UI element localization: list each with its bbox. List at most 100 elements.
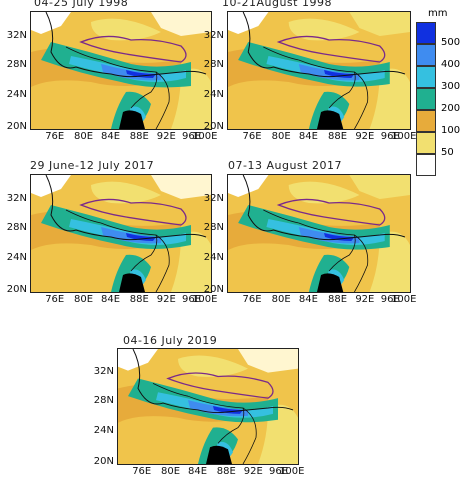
masked-region <box>316 110 344 129</box>
rainfall-map-p4 <box>227 174 411 293</box>
legend-label: 50 <box>441 147 454 158</box>
country-border <box>354 71 369 129</box>
plateau-zone <box>238 349 298 373</box>
lat-label-p5-28n: 28N <box>93 395 114 407</box>
country-border <box>45 12 207 78</box>
map-canvas <box>31 12 211 129</box>
lon-label-p3-80e: 80E <box>74 294 94 305</box>
extreme-rain-core <box>126 70 156 78</box>
lon-label-p2-96e: 96E <box>380 131 400 142</box>
country-border <box>298 59 356 109</box>
lon-label-p5-76e: 76E <box>132 466 152 477</box>
lon-label-p4-80e: 80E <box>271 294 291 305</box>
masked-region <box>119 110 145 129</box>
lon-label-p1-84e: 84E <box>101 131 121 142</box>
rainfall-map-p1 <box>30 11 212 130</box>
country-border <box>100 59 158 109</box>
extreme-rain-core <box>213 406 243 414</box>
country-border <box>132 349 294 414</box>
legend-label: 500 <box>441 37 461 48</box>
lon-label-p3-76e: 76E <box>45 294 65 305</box>
country-border <box>65 46 102 61</box>
lon-label-p1-80e: 80E <box>74 131 94 142</box>
lon-label-p5-88e: 88E <box>216 466 236 477</box>
lat-label-p3-32n: 32N <box>6 192 27 204</box>
lat-label-p3-20n: 20N <box>6 284 27 295</box>
map-canvas <box>228 12 410 129</box>
dry-zone <box>31 12 71 34</box>
legend-swatch <box>416 22 436 44</box>
lat-label-p5-24n: 24N <box>93 424 114 436</box>
legend-swatch <box>416 154 436 176</box>
lat-label-p2-24n: 24N <box>203 89 224 101</box>
color-legend: mm 500 400 300 200 100 50 <box>416 8 466 180</box>
lat-label-p1-20n: 20N <box>6 121 27 132</box>
lon-label-p4-96e: 96E <box>380 294 400 305</box>
lon-label-p3-92e: 92E <box>156 294 176 305</box>
extreme-rain-core <box>324 70 355 78</box>
basin-boundary <box>276 35 386 63</box>
country-border <box>155 71 170 129</box>
lon-label-p1-92e: 92E <box>156 131 176 142</box>
map-canvas <box>228 175 410 292</box>
dry-zone <box>228 175 269 197</box>
lon-label-p4-100e: 100E <box>391 294 417 305</box>
lon-label-p5-96e: 96E <box>269 466 289 477</box>
pale-rain-zone <box>178 355 248 377</box>
lat-label-p5-32n: 32N <box>93 366 114 378</box>
country-border <box>354 234 369 292</box>
lon-label-p1-100e: 100E <box>192 131 218 142</box>
masked-region <box>206 445 232 464</box>
basin-boundary <box>79 198 187 226</box>
lat-label-p3-28n: 28N <box>6 221 27 233</box>
basin-boundary <box>166 372 274 399</box>
lat-label-p5-20n: 20N <box>93 456 114 467</box>
country-border <box>242 12 406 78</box>
dry-zone <box>31 175 71 197</box>
lon-label-p2-84e: 84E <box>298 131 318 142</box>
legend-swatch <box>416 110 436 132</box>
lat-label-p4-20n: 20N <box>203 284 224 295</box>
panel-title-p4: 07-13 August 2017 <box>228 159 342 172</box>
legend-unit: mm <box>428 8 448 19</box>
lat-label-p3-24n: 24N <box>6 252 27 264</box>
panel-title-p1: 04-25 July 1998 <box>34 0 129 9</box>
plateau-zone <box>151 12 211 36</box>
extreme-rain-core <box>324 233 355 241</box>
lon-label-p3-96e: 96E <box>182 294 202 305</box>
country-border <box>152 383 189 397</box>
lon-label-p2-76e: 76E <box>242 131 262 142</box>
map-canvas <box>118 349 298 464</box>
plateau-zone <box>151 175 211 199</box>
legend-swatch <box>416 88 436 110</box>
lon-label-p4-84e: 84E <box>298 294 318 305</box>
lon-label-p4-76e: 76E <box>242 294 262 305</box>
country-border <box>242 407 257 464</box>
lat-label-p1-32n: 32N <box>6 29 27 41</box>
extreme-rain-core <box>126 233 156 241</box>
country-border <box>298 222 356 272</box>
panel-title-p5: 04-16 July 2019 <box>123 334 218 347</box>
pale-rain-zone <box>288 181 360 204</box>
lon-label-p3-100e: 100E <box>192 294 218 305</box>
rainfall-map-p3 <box>30 174 212 293</box>
rainfall-map-p5 <box>117 348 299 465</box>
plateau-zone <box>349 12 410 36</box>
lon-label-p2-88e: 88E <box>328 131 348 142</box>
rainfall-map-p2 <box>227 11 411 130</box>
lat-label-p2-32n: 32N <box>203 29 224 41</box>
country-border <box>155 234 170 292</box>
pale-rain-zone <box>91 18 161 41</box>
legend-label: 100 <box>441 125 461 136</box>
country-border <box>263 209 299 224</box>
lon-label-p2-100e: 100E <box>391 131 417 142</box>
lat-label-p1-28n: 28N <box>6 58 27 70</box>
basin-boundary <box>276 198 386 226</box>
lat-label-p2-20n: 20N <box>203 121 224 132</box>
lat-label-p4-32n: 32N <box>203 192 224 204</box>
pale-rain-zone <box>288 18 360 41</box>
lon-label-p1-88e: 88E <box>129 131 149 142</box>
lon-label-p5-84e: 84E <box>188 466 208 477</box>
lon-label-p4-92e: 92E <box>355 294 375 305</box>
country-border <box>100 222 158 272</box>
